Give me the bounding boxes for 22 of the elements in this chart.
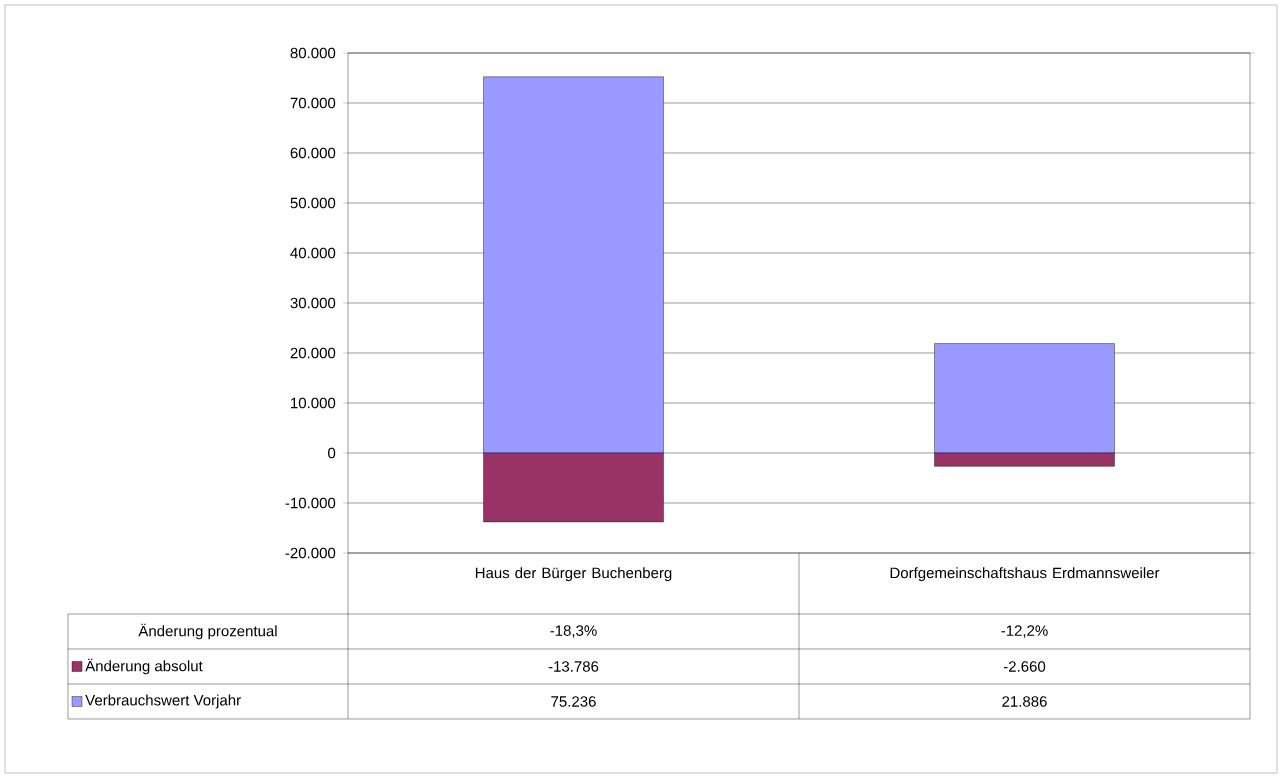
y-tick-label: 10.000	[291, 397, 336, 409]
legend-label: Änderung absolut	[85, 658, 203, 675]
text: -12,2%	[1001, 625, 1048, 638]
y-tick-label: 80.000	[290, 47, 336, 59]
x-tick-label: Dorfgemeinschaftshaus Erdmannsweiler	[890, 567, 1160, 582]
y-tick-label: 40.000	[290, 247, 336, 259]
data-label: 75.236	[551, 696, 596, 707]
text: -18,3%	[550, 625, 597, 638]
y-tick-label: 70.000	[290, 97, 336, 109]
y-tick-label: 60.000	[290, 147, 336, 159]
y-tick-label: 20.000	[290, 347, 336, 359]
text: Änderung prozentual	[138, 623, 277, 640]
y-tick-label: 50.000	[290, 197, 336, 209]
data-label: -2.660	[1003, 661, 1046, 672]
data-label: -13.786	[548, 661, 599, 672]
y-tick-label: -10.000	[285, 497, 336, 509]
y-tick-label: 30.000	[290, 297, 336, 309]
y-tick-label: -20.000	[285, 547, 336, 559]
legend-label: Verbrauchswert Vorjahr	[85, 694, 241, 709]
y-tick-label: 0	[328, 447, 336, 459]
data-label: 21.886	[1002, 696, 1047, 707]
x-tick-label: Haus der Bürger Buchenberg	[475, 567, 672, 582]
